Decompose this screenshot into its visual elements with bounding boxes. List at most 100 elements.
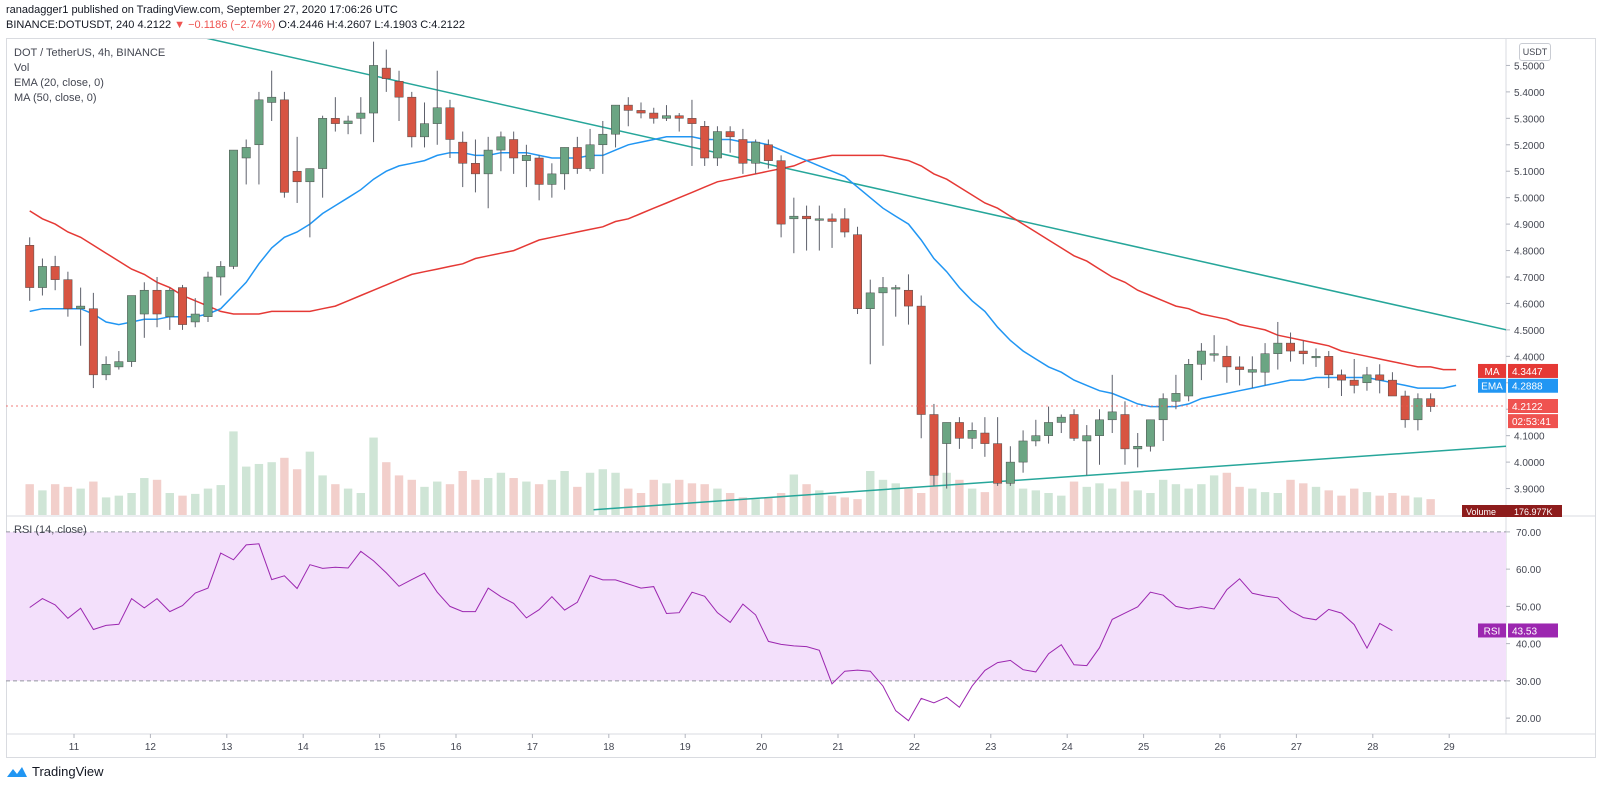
last-price: 4.2122 bbox=[137, 19, 172, 31]
candle bbox=[611, 104, 620, 148]
price-tick-label: 4.5000 bbox=[1514, 326, 1545, 337]
time-tick-label: 11 bbox=[69, 742, 80, 753]
candle bbox=[662, 105, 671, 121]
chart-frame bbox=[6, 38, 1596, 758]
candle bbox=[1120, 401, 1130, 465]
ema-price-tag-label-box bbox=[1478, 378, 1506, 393]
candle bbox=[789, 197, 799, 254]
volume-bar bbox=[1133, 490, 1142, 515]
volume-bar bbox=[420, 486, 429, 515]
volume-bar bbox=[993, 475, 1002, 515]
candle-body bbox=[547, 173, 557, 185]
volume-bar bbox=[1235, 486, 1244, 515]
volume-bar bbox=[1286, 479, 1295, 515]
candle bbox=[1375, 364, 1385, 394]
volume-bar bbox=[1388, 493, 1397, 515]
volume-bar bbox=[305, 451, 315, 515]
time-tick-label: 22 bbox=[909, 742, 921, 753]
candle bbox=[381, 49, 391, 92]
candle-body bbox=[1184, 364, 1194, 397]
candle bbox=[458, 131, 468, 188]
last-price-tag: 4.2122 bbox=[1508, 398, 1558, 413]
candle-body bbox=[878, 287, 888, 294]
candle-body bbox=[76, 305, 86, 309]
candle bbox=[432, 70, 442, 145]
legend-volume[interactable]: Vol bbox=[14, 62, 30, 74]
down-arrow-icon: ▼ bbox=[174, 19, 186, 31]
volume-bar bbox=[165, 493, 174, 515]
candle-body bbox=[1298, 350, 1308, 354]
candle-body bbox=[827, 218, 837, 222]
volume-bar bbox=[955, 479, 964, 515]
chart-title: DOT / TetherUS, 4h, BINANCE bbox=[14, 47, 166, 59]
candle-body bbox=[381, 67, 391, 79]
legend-ma[interactable]: MA (50, close, 0) bbox=[14, 92, 97, 104]
countdown-tag: 02:53:41 bbox=[1508, 414, 1558, 429]
candle bbox=[865, 279, 875, 365]
volume-bar bbox=[751, 499, 760, 515]
candle-body bbox=[687, 118, 697, 124]
price-tick-label: 5.1000 bbox=[1514, 167, 1545, 178]
volume-bar bbox=[445, 484, 455, 515]
footer-brand[interactable]: TradingView bbox=[6, 764, 104, 779]
candle bbox=[1209, 335, 1219, 362]
volume-bar bbox=[1082, 486, 1091, 515]
candle-body bbox=[101, 364, 111, 376]
candle bbox=[1184, 358, 1194, 402]
volume-bar bbox=[25, 484, 34, 515]
candle-body bbox=[127, 295, 137, 362]
candle-body bbox=[712, 131, 722, 159]
candle bbox=[1311, 348, 1321, 367]
candle bbox=[1426, 393, 1436, 412]
candle bbox=[254, 91, 264, 185]
volume-bar bbox=[191, 493, 200, 515]
candle-body bbox=[496, 136, 506, 151]
ma-price-tag-value: 4.3447 bbox=[1512, 367, 1543, 378]
candle-body bbox=[1158, 398, 1168, 421]
volume-bar bbox=[534, 484, 544, 515]
candle bbox=[229, 149, 238, 270]
candle bbox=[496, 131, 506, 172]
candle-body bbox=[1171, 393, 1181, 402]
volume-tag-label: Volume bbox=[1466, 507, 1496, 517]
price-tick-label: 5.3000 bbox=[1514, 114, 1545, 125]
candle-body bbox=[1235, 366, 1245, 370]
candle bbox=[114, 351, 124, 370]
candle bbox=[1349, 358, 1359, 394]
volume-bar bbox=[458, 471, 467, 515]
volume-bar bbox=[140, 478, 149, 515]
volume-bar bbox=[967, 488, 977, 515]
candle-body bbox=[572, 147, 582, 169]
volume-bar bbox=[1057, 495, 1066, 515]
candle bbox=[700, 120, 710, 166]
price-tick-label: 4.8000 bbox=[1514, 247, 1545, 258]
legend-rsi[interactable]: RSI (14, close) bbox=[14, 524, 87, 536]
legend-ema[interactable]: EMA (20, close, 0) bbox=[14, 77, 104, 89]
candle-body bbox=[1426, 398, 1436, 407]
candle-body bbox=[267, 96, 277, 103]
candle bbox=[1082, 425, 1092, 476]
volume-bar bbox=[675, 479, 684, 515]
volume-bar bbox=[802, 484, 811, 515]
volume-bar bbox=[1120, 481, 1130, 515]
candle bbox=[178, 284, 187, 330]
candle-body bbox=[1375, 374, 1385, 381]
candle bbox=[853, 226, 862, 315]
candle-body bbox=[649, 112, 659, 119]
candle bbox=[25, 237, 35, 301]
candle-body bbox=[203, 276, 213, 317]
time-tick-label: 20 bbox=[756, 742, 768, 753]
countdown-tag-box bbox=[1508, 414, 1558, 429]
candle-body bbox=[318, 118, 328, 169]
volume-bar bbox=[560, 471, 569, 515]
volume-bar bbox=[50, 484, 60, 515]
candle bbox=[1273, 321, 1283, 370]
volume-bar bbox=[840, 497, 849, 515]
currency-button[interactable]: USDT bbox=[1519, 43, 1551, 61]
candle bbox=[101, 356, 111, 381]
rsi-value-tag-box bbox=[1508, 623, 1558, 638]
volume-bar bbox=[1031, 490, 1041, 515]
ma-price-tag: MA 4.3447 bbox=[1478, 363, 1558, 378]
candle bbox=[674, 113, 684, 132]
